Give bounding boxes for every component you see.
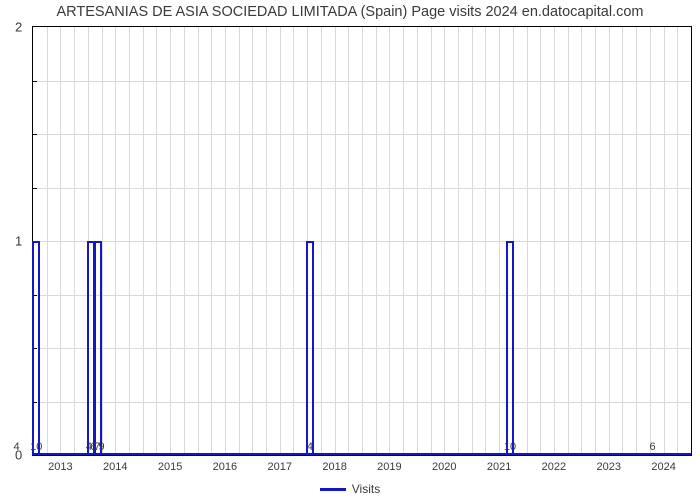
x-axis-year-label: 2014 xyxy=(103,461,127,473)
x-axis-year-label: 2017 xyxy=(268,461,292,473)
gridline-horizontal-minor xyxy=(33,81,691,82)
series-spike xyxy=(306,241,314,243)
gridline-horizontal-minor xyxy=(33,188,691,189)
chart-container: ARTESANIAS DE ASIA SOCIEDAD LIMITADA (Sp… xyxy=(0,0,700,500)
series-baseline xyxy=(33,453,691,455)
x-axis-year-label: 2022 xyxy=(542,461,566,473)
y-axis-label: 1 xyxy=(15,234,22,249)
data-point-label: 10 xyxy=(504,441,516,453)
series-spike xyxy=(38,241,40,455)
x-axis-year-label: 2021 xyxy=(487,461,511,473)
gridline-horizontal-minor xyxy=(33,402,691,403)
x-axis-year-label: 2019 xyxy=(377,461,401,473)
gridline-horizontal-minor xyxy=(33,348,691,349)
series-spike xyxy=(312,241,314,455)
chart-title: ARTESANIAS DE ASIA SOCIEDAD LIMITADA (Sp… xyxy=(0,4,700,20)
gridline-horizontal-minor xyxy=(33,295,691,296)
data-point-label: 4 xyxy=(14,441,20,453)
x-axis-year-label: 2024 xyxy=(651,461,675,473)
legend: Visits xyxy=(0,481,700,496)
x-axis-year-label: 2015 xyxy=(158,461,182,473)
legend-label: Visits xyxy=(352,482,380,496)
series-spike xyxy=(506,241,508,455)
series-spike xyxy=(32,241,34,455)
series-spike xyxy=(306,241,308,455)
series-spike xyxy=(87,241,89,455)
x-axis-year-label: 2020 xyxy=(432,461,456,473)
series-spike xyxy=(506,241,514,243)
data-point-label: 4 xyxy=(307,441,313,453)
series-spike xyxy=(100,241,102,455)
legend-swatch xyxy=(320,488,346,491)
data-point-label: 9 xyxy=(98,441,104,453)
x-axis-year-label: 2023 xyxy=(597,461,621,473)
gridline-horizontal xyxy=(33,241,691,242)
y-minor-tick xyxy=(33,188,37,189)
x-axis-year-label: 2018 xyxy=(322,461,346,473)
data-point-label: 10 xyxy=(30,441,42,453)
series-spike xyxy=(94,241,96,455)
x-axis-year-label: 2016 xyxy=(213,461,237,473)
series-spike xyxy=(94,241,102,243)
y-minor-tick xyxy=(33,134,37,135)
series-spike xyxy=(512,241,514,455)
x-axis-year-label: 2013 xyxy=(48,461,72,473)
y-axis-label: 2 xyxy=(15,20,22,35)
gridline-horizontal-minor xyxy=(33,134,691,135)
plot-area: 0122013201420152016201720182019202020212… xyxy=(32,26,692,456)
series-spike xyxy=(32,241,40,243)
y-minor-tick xyxy=(33,81,37,82)
data-point-label: 6 xyxy=(650,441,656,453)
